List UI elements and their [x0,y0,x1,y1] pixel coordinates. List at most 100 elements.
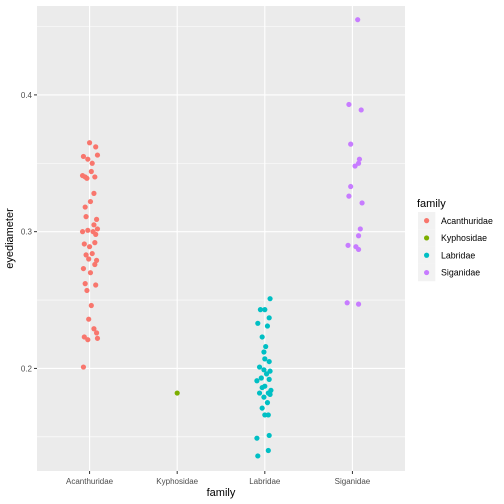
data-point-siganidae [346,193,352,199]
y-tick-label: 0.2 [21,364,33,373]
legend-swatch [424,235,430,241]
data-point-acanthuridae [93,330,100,336]
legend-label: Acanthuridae [441,216,493,226]
x-tick-label: Siganidae [335,477,371,486]
x-tick-label: Kyphosidae [156,477,198,486]
data-point-siganidae [348,141,354,147]
data-point-acanthuridae [85,156,91,162]
data-point-acanthuridae [79,172,86,179]
data-point-labridae [255,453,261,459]
data-point-acanthuridae [82,281,88,287]
data-point-acanthuridae [85,227,91,233]
data-point-labridae [261,367,267,373]
data-point-acanthuridae [80,265,87,272]
data-point-acanthuridae [92,174,98,180]
data-point-acanthuridae [82,204,88,210]
data-point-acanthuridae [91,326,97,332]
data-point-acanthuridae [79,229,86,235]
data-point-labridae [262,307,268,313]
data-point-labridae [259,334,265,340]
data-point-acanthuridae [86,316,92,322]
data-point-siganidae [358,107,364,113]
legend-label: Labridae [441,250,475,260]
data-point-labridae [266,315,272,321]
x-tick-label: Labridae [249,477,281,486]
data-point-acanthuridae [91,222,97,228]
plot-panel [37,6,405,471]
data-point-labridae [266,376,272,382]
y-tick-label: 0.3 [21,228,33,237]
legend: family Acanthuridae Kyphosidae Labridae Sig… [417,198,493,282]
legend-swatch [424,218,430,224]
data-point-acanthuridae [94,335,101,341]
data-point-acanthuridae [94,152,101,158]
data-point-labridae [258,375,264,381]
data-point-siganidae [355,246,362,253]
data-point-siganidae [355,17,361,23]
data-point-siganidae [356,156,363,162]
data-point-siganidae [345,242,351,248]
x-tick-label: Acanthuridae [66,477,114,486]
data-point-acanthuridae [93,257,100,263]
y-tick-label: 0.4 [21,91,33,100]
grid-minor [37,26,405,438]
legend-swatch [424,252,430,258]
data-point-labridae [263,371,270,377]
data-point-labridae [265,412,271,418]
data-point-labridae [259,384,265,391]
data-point-acanthuridae [94,226,101,232]
data-point-acanthuridae [80,153,87,160]
data-point-labridae [266,432,272,439]
data-point-labridae [267,391,273,398]
data-point-labridae [254,435,260,441]
data-point-labridae [261,394,267,400]
data-point-acanthuridae [86,244,93,250]
data-point-acanthuridae [84,287,90,294]
data-point-acanthuridae [85,337,91,343]
data-point-kyphosidae [174,390,180,396]
data-point-siganidae [359,200,365,206]
data-point-siganidae [346,101,352,108]
legend-label: Siganidae [441,268,480,278]
data-point-acanthuridae [86,140,93,146]
data-point-siganidae [355,233,362,239]
data-point-siganidae [355,160,362,166]
data-point-acanthuridae [87,198,94,205]
data-point-labridae [267,296,273,302]
legend-title: family [417,198,446,210]
data-point-acanthuridae [81,334,87,340]
x-axis-title: family [207,487,236,499]
data-point-labridae [262,356,268,362]
data-point-acanthuridae [93,216,100,222]
data-point-labridae [255,320,261,326]
data-point-acanthuridae [92,240,98,246]
data-point-labridae [257,307,264,313]
data-point-acanthuridae [89,160,95,166]
data-points [79,17,365,459]
data-point-acanthuridae [88,302,94,309]
legend-swatch [424,269,430,276]
data-point-acanthuridae [87,270,94,276]
data-point-siganidae [355,301,362,307]
data-point-acanthuridae [80,364,87,370]
data-point-siganidae [348,183,354,190]
data-point-labridae [267,368,273,374]
data-point-acanthuridae [93,144,99,150]
x-axis: Acanthuridae Kyphosidae Labridae Siganidae [66,471,371,486]
data-point-labridae [264,323,271,329]
data-point-siganidae [344,300,350,306]
data-point-labridae [256,364,263,370]
data-point-acanthuridae [83,252,89,258]
legend-label: Kyphosidae [441,233,487,243]
data-point-acanthuridae [88,168,94,175]
data-point-acanthuridae [91,190,97,196]
legend-items: Acanthuridae Kyphosidae Labridae Siganidae [418,212,493,282]
data-point-acanthuridae [93,231,99,237]
data-point-acanthuridae [86,256,92,262]
data-point-acanthuridae [89,250,95,257]
data-point-labridae [266,358,272,365]
data-point-acanthuridae [81,241,87,247]
data-point-labridae [265,447,271,454]
data-point-acanthuridae [84,175,90,181]
